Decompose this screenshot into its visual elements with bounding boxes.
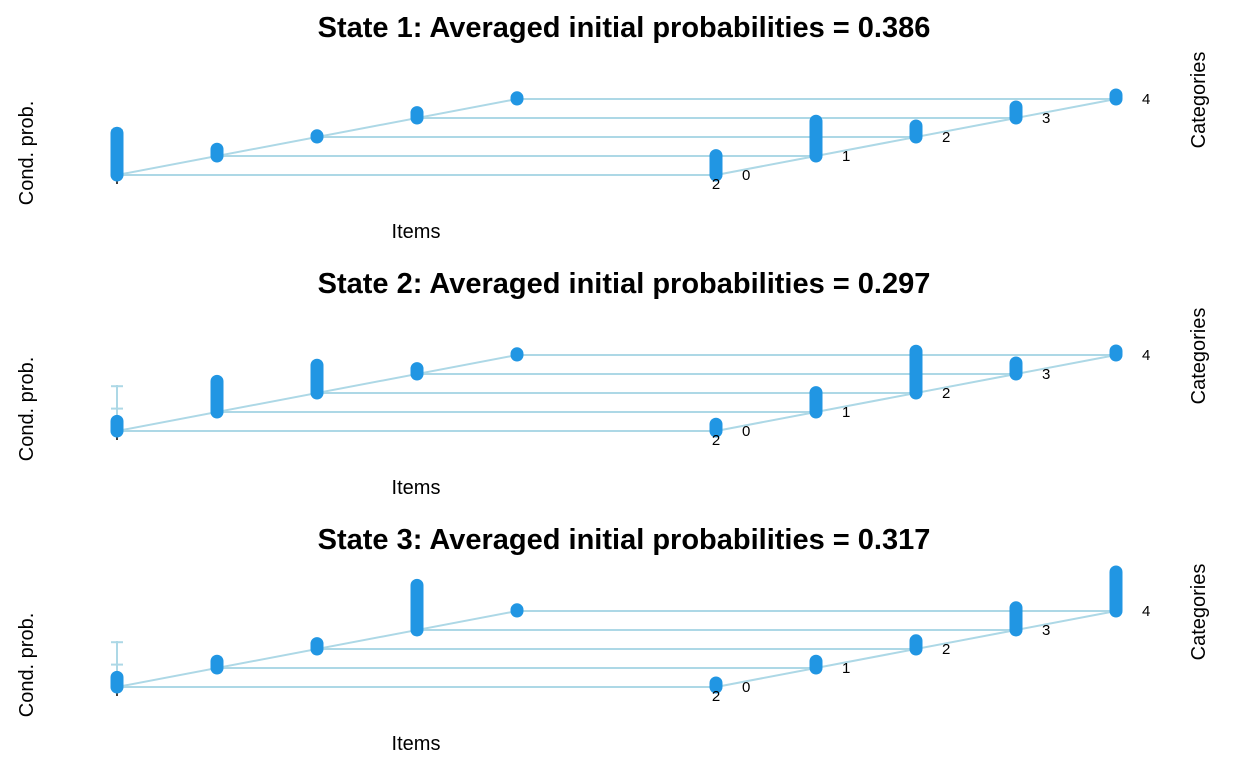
category-tick-label: 1 [842,404,850,421]
bar-item-2-category-2 [909,634,923,656]
bar-item-1-category-3 [410,362,424,381]
bar-item-2-category-1 [809,114,823,163]
bar-item-2-category-0 [709,149,723,182]
category-tick-label: 0 [742,679,750,696]
bar-item-1-category-1 [210,654,224,675]
panel-title: State 3: Averaged initial probabilities … [318,524,931,556]
bar-item-1-category-4 [510,603,524,618]
x-axis-label: Items [392,221,441,243]
bar-item-2-category-3 [1009,601,1023,637]
item-tick-label: 2 [712,432,720,449]
tick-layer: 2 0 1 2 3 4 [712,91,1151,193]
z-axis-label: Categories [1188,52,1210,149]
panel-title: State 2: Averaged initial probabilities … [318,268,931,300]
bar-item-1-category-4 [510,347,524,362]
category-tick-label: 3 [1042,622,1050,639]
bar-item-2-category-4 [1109,344,1123,362]
bar-item-2-category-0 [709,676,723,694]
category-tick-label: 2 [942,641,950,658]
tick-layer: 2 0 1 2 3 4 [712,603,1151,705]
panel-title: State 1: Averaged initial probabilities … [318,12,931,44]
category-tick-label: 0 [742,423,750,440]
y-axis-label: Cond. prob. [16,101,38,206]
category-tick-label: 4 [1142,91,1150,108]
category-tick-label: 3 [1042,110,1050,127]
category-tick-label: 1 [842,148,850,165]
category-tick-label: 2 [942,129,950,146]
tick-layer: 2 0 1 2 3 4 [712,347,1151,449]
category-tick-label: 4 [1142,347,1150,364]
category-tick-label: 2 [942,385,950,402]
bar-item-2-category-4 [1109,88,1123,106]
bar-item-2-category-2 [909,344,923,400]
bar-item-1-category-0 [110,414,124,438]
bar-item-1-category-0 [110,670,124,694]
bar-item-1-category-0 [110,126,124,182]
category-tick-label: 0 [742,167,750,184]
grid-layer [111,98,1117,184]
grid-layer [111,610,1117,696]
bar-item-1-category-4 [510,91,524,106]
panel-state-2: State 2: Averaged initial probabilities … [16,268,1210,499]
bar-item-2-category-2 [909,119,923,144]
category-tick-label: 1 [842,660,850,677]
bar-item-1-category-3 [410,106,424,125]
grid-layer [111,354,1117,440]
y-axis-label: Cond. prob. [16,613,38,718]
y-axis-label: Cond. prob. [16,357,38,462]
panel-state-1: State 1: Averaged initial probabilities … [16,12,1210,243]
bar-item-2-category-0 [709,417,723,438]
bar-item-2-category-1 [809,654,823,675]
category-tick-label: 4 [1142,603,1150,620]
bar-item-1-category-1 [210,142,224,163]
panel-state-3: State 3: Averaged initial probabilities … [16,524,1210,755]
bar-item-2-category-4 [1109,565,1123,618]
bar-item-1-category-2 [310,358,324,400]
bar-item-1-category-3 [410,578,424,637]
bar-layer [110,565,1123,694]
bar-item-2-category-3 [1009,100,1023,125]
bar-layer [110,344,1123,438]
bar-layer [110,88,1123,182]
bar-item-2-category-1 [809,386,823,419]
x-axis-label: Items [392,477,441,499]
bar-item-1-category-2 [310,129,324,144]
bar-item-2-category-3 [1009,356,1023,381]
item-tick-label: 2 [712,176,720,193]
z-axis-label: Categories [1188,308,1210,405]
category-tick-label: 3 [1042,366,1050,383]
bar-item-1-category-1 [210,374,224,419]
item-tick-label: 2 [712,688,720,705]
bar-item-1-category-2 [310,637,324,656]
x-axis-label: Items [392,733,441,755]
z-axis-label: Categories [1188,564,1210,661]
